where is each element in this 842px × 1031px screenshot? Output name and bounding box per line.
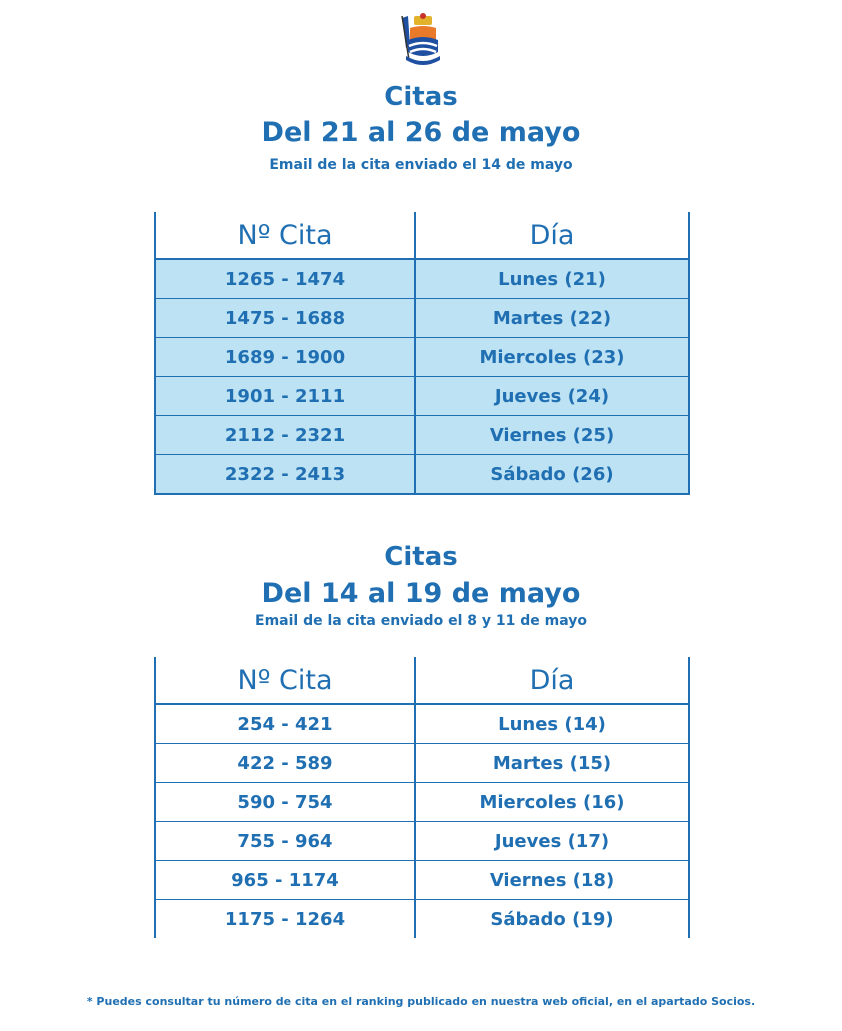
cita-day: Martes (22) — [415, 298, 690, 338]
section2-dates: Del 14 al 19 de mayo — [261, 578, 581, 609]
section2-title: Citas — [384, 542, 458, 572]
table-row: 1265 - 1474 Lunes (21) — [154, 259, 690, 299]
section1-table: Nº Cita Día 1265 - 1474 Lunes (21) 1475 … — [154, 212, 690, 495]
section1-title: Citas — [384, 82, 458, 112]
cita-day: Sábado (19) — [415, 899, 690, 938]
table-row: 2322 - 2413 Sábado (26) — [154, 454, 690, 495]
cita-range: 2112 - 2321 — [154, 415, 416, 455]
table-row: 755 - 964 Jueves (17) — [154, 821, 690, 861]
cita-range: 1175 - 1264 — [154, 899, 416, 938]
table-row: 1475 - 1688 Martes (22) — [154, 298, 690, 338]
column-header-cita: Nº Cita — [154, 657, 416, 705]
cita-day: Miercoles (23) — [415, 337, 690, 377]
cita-range: 755 - 964 — [154, 821, 416, 861]
cita-day: Miercoles (16) — [415, 782, 690, 822]
table-row: 1175 - 1264 Sábado (19) — [154, 899, 690, 938]
cita-day: Lunes (21) — [415, 259, 690, 299]
column-header-cita: Nº Cita — [154, 212, 416, 260]
section1-email-note: Email de la cita enviado el 14 de mayo — [269, 157, 573, 173]
club-crest-icon — [401, 13, 440, 65]
cita-day: Sábado (26) — [415, 454, 690, 495]
table-row: 422 - 589 Martes (15) — [154, 743, 690, 783]
cita-day: Viernes (18) — [415, 860, 690, 900]
cita-day: Martes (15) — [415, 743, 690, 783]
cita-day: Lunes (14) — [415, 704, 690, 744]
cita-range: 965 - 1174 — [154, 860, 416, 900]
column-header-dia: Día — [415, 212, 690, 260]
cita-range: 1689 - 1900 — [154, 337, 416, 377]
section2-table: Nº Cita Día 254 - 421 Lunes (14) 422 - 5… — [154, 657, 690, 938]
table-row: 965 - 1174 Viernes (18) — [154, 860, 690, 900]
cita-range: 1265 - 1474 — [154, 259, 416, 299]
column-header-dia: Día — [415, 657, 690, 705]
footnote: * Puedes consultar tu número de cita en … — [86, 995, 756, 1008]
cita-range: 590 - 754 — [154, 782, 416, 822]
cita-day: Jueves (17) — [415, 821, 690, 861]
cita-range: 1901 - 2111 — [154, 376, 416, 416]
section1-dates: Del 21 al 26 de mayo — [261, 117, 581, 148]
cita-range: 1475 - 1688 — [154, 298, 416, 338]
cita-range: 2322 - 2413 — [154, 454, 416, 495]
table-row: 1689 - 1900 Miercoles (23) — [154, 337, 690, 377]
section2-email-note: Email de la cita enviado el 8 y 11 de ma… — [255, 613, 587, 629]
cita-range: 422 - 589 — [154, 743, 416, 783]
table-row: 2112 - 2321 Viernes (25) — [154, 415, 690, 455]
cita-day: Viernes (25) — [415, 415, 690, 455]
cita-day: Jueves (24) — [415, 376, 690, 416]
table-row: 254 - 421 Lunes (14) — [154, 704, 690, 744]
table-row: 1901 - 2111 Jueves (24) — [154, 376, 690, 416]
table-row: 590 - 754 Miercoles (16) — [154, 782, 690, 822]
cita-range: 254 - 421 — [154, 704, 416, 744]
